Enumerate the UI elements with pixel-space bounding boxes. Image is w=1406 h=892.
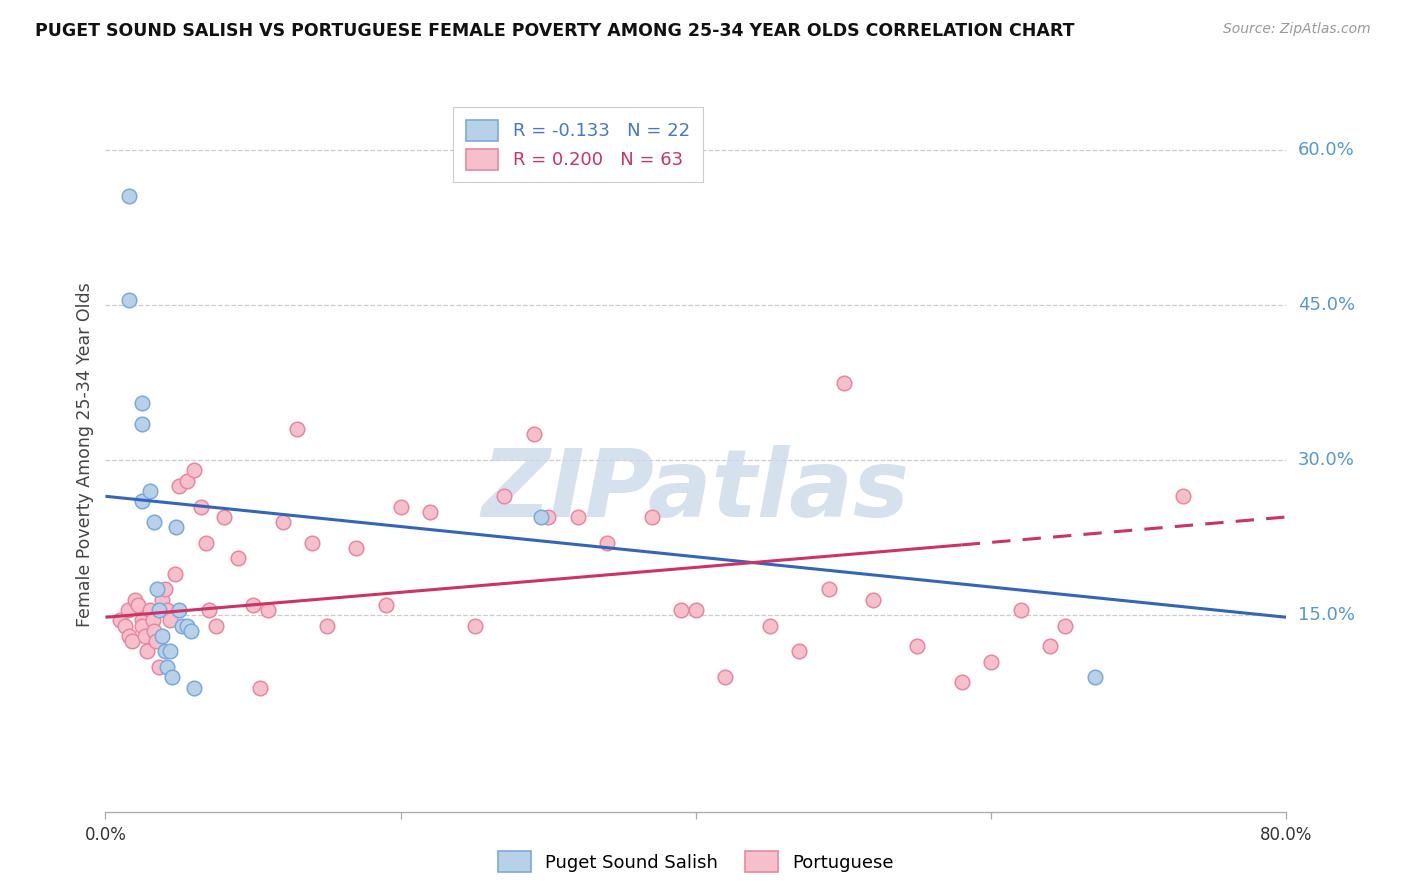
Point [256, 603, 278, 617]
Point [159, 614, 181, 628]
Point [143, 515, 166, 529]
Text: 30.0%: 30.0% [1298, 451, 1354, 469]
Point [138, 603, 160, 617]
Point [131, 417, 153, 431]
Point [183, 463, 205, 477]
Text: 60.0%: 60.0% [1298, 141, 1354, 159]
Point [492, 489, 515, 503]
Point [685, 603, 707, 617]
Point [522, 427, 544, 442]
Point [148, 660, 170, 674]
Text: Source: ZipAtlas.com: Source: ZipAtlas.com [1223, 22, 1371, 37]
Point [862, 592, 884, 607]
Point [787, 644, 810, 658]
Point [176, 474, 198, 488]
Text: 80.0%: 80.0% [1260, 826, 1313, 844]
Point [1171, 489, 1194, 503]
Point [165, 520, 187, 534]
Point [156, 603, 179, 617]
Text: 0.0%: 0.0% [84, 826, 127, 844]
Point [153, 582, 176, 597]
Point [567, 510, 589, 524]
Point [1054, 618, 1077, 632]
Point [156, 660, 179, 674]
Text: 15.0%: 15.0% [1298, 607, 1354, 624]
Point [374, 598, 396, 612]
Point [135, 644, 157, 658]
Point [153, 644, 176, 658]
Point [194, 536, 217, 550]
Point [271, 515, 294, 529]
Point [950, 675, 973, 690]
Point [980, 655, 1002, 669]
Point [183, 681, 205, 695]
Point [176, 618, 198, 632]
Point [114, 618, 136, 632]
Point [287, 422, 309, 436]
Point [671, 603, 693, 617]
Point [530, 510, 553, 524]
Point [226, 551, 250, 566]
Point [131, 618, 153, 632]
Point [205, 618, 228, 632]
Point [759, 618, 782, 632]
Text: ZIPatlas: ZIPatlas [482, 444, 910, 537]
Point [242, 598, 264, 612]
Point [1039, 639, 1062, 653]
Point [150, 592, 173, 607]
Point [117, 603, 139, 617]
Point [160, 670, 183, 684]
Point [817, 582, 839, 597]
Point [124, 592, 146, 607]
Point [301, 536, 323, 550]
Point [190, 500, 212, 514]
Point [131, 494, 153, 508]
Y-axis label: Female Poverty Among 25-34 Year Olds: Female Poverty Among 25-34 Year Olds [76, 283, 94, 627]
Point [145, 634, 167, 648]
Point [131, 614, 153, 628]
Point [197, 603, 219, 617]
Point [537, 510, 560, 524]
Point [163, 566, 186, 581]
Point [138, 484, 160, 499]
Point [148, 603, 170, 617]
Point [169, 603, 191, 617]
Point [832, 376, 855, 390]
Point [315, 618, 337, 632]
Point [212, 510, 235, 524]
Point [159, 644, 181, 658]
Point [146, 582, 169, 597]
Point [169, 479, 191, 493]
Point [905, 639, 928, 653]
Point [1083, 670, 1105, 684]
Point [419, 505, 441, 519]
Point [127, 598, 149, 612]
Point [463, 618, 486, 632]
Text: PUGET SOUND SALISH VS PORTUGUESE FEMALE POVERTY AMONG 25-34 YEAR OLDS CORRELATIO: PUGET SOUND SALISH VS PORTUGUESE FEMALE … [35, 22, 1074, 40]
Point [596, 536, 619, 550]
Point [110, 614, 132, 628]
Legend: Puget Sound Salish, Portuguese: Puget Sound Salish, Portuguese [489, 842, 903, 881]
Point [180, 624, 202, 638]
Text: 45.0%: 45.0% [1298, 296, 1355, 314]
Point [714, 670, 737, 684]
Point [143, 624, 166, 638]
Point [172, 618, 194, 632]
Point [346, 541, 368, 555]
Point [118, 629, 141, 643]
Point [131, 396, 153, 410]
Point [118, 293, 141, 307]
Point [249, 681, 271, 695]
Point [1010, 603, 1032, 617]
Point [121, 634, 143, 648]
Point [142, 614, 165, 628]
Point [640, 510, 664, 524]
Point [150, 629, 173, 643]
Point [118, 189, 141, 203]
Point [389, 500, 412, 514]
Point [134, 629, 156, 643]
